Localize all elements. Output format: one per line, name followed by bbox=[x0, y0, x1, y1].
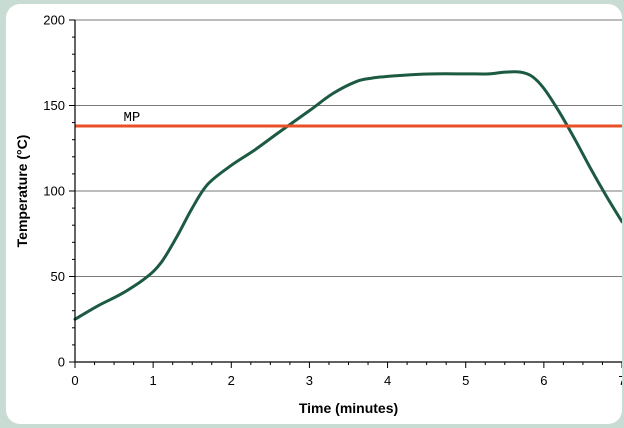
axes bbox=[69, 19, 622, 368]
x-tick-label-6: 6 bbox=[540, 373, 547, 388]
mp-label: MP bbox=[123, 110, 140, 126]
y-tick-label-150: 150 bbox=[43, 98, 65, 113]
x-tick-label-4: 4 bbox=[384, 373, 391, 388]
reference-lines: MP bbox=[75, 110, 622, 128]
chart-card: MP 0 50 100 150 200 0 1 2 3 4 5 6 7 Time (minutes) T… bbox=[6, 4, 622, 424]
y-axis-title: Temperature (°C) bbox=[14, 135, 30, 248]
x-tick-label-7: 7 bbox=[618, 373, 622, 388]
series-line-temperature bbox=[73, 70, 622, 321]
x-tick-label-3: 3 bbox=[306, 373, 313, 388]
x-axis-title: Time (minutes) bbox=[299, 400, 398, 416]
y-tick-label-200: 200 bbox=[43, 13, 65, 28]
x-tick-label-5: 5 bbox=[462, 373, 469, 388]
x-tick-label-0: 0 bbox=[71, 373, 78, 388]
y-tick-label-100: 100 bbox=[43, 184, 65, 199]
y-tick-label-50: 50 bbox=[51, 269, 65, 284]
temperature-chart: MP 0 50 100 150 200 0 1 2 3 4 5 6 7 Time (minutes) T… bbox=[14, 13, 622, 416]
grid bbox=[75, 19, 622, 277]
tick-labels: 0 50 100 150 200 0 1 2 3 4 5 6 7 bbox=[43, 13, 622, 389]
series-layer bbox=[73, 70, 622, 321]
x-tick-label-1: 1 bbox=[150, 373, 157, 388]
x-tick-label-2: 2 bbox=[228, 373, 235, 388]
y-tick-label-0: 0 bbox=[58, 355, 65, 370]
